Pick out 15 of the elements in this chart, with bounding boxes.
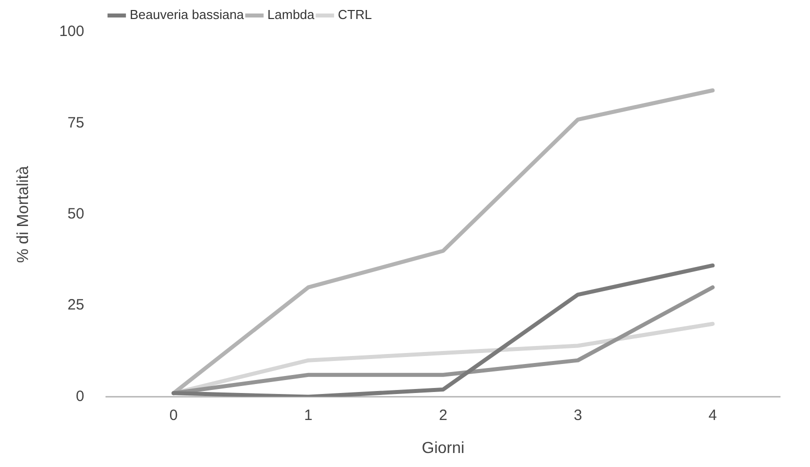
y-tick-label: 0: [76, 388, 84, 405]
legend-label: CTRL: [338, 7, 372, 22]
x-tick-label: 3: [574, 406, 582, 424]
y-axis-title: % di Mortalità: [15, 166, 32, 263]
x-axis-title: Giorni: [422, 440, 464, 457]
x-tick-label: 4: [708, 406, 717, 424]
y-tick-label: 75: [68, 114, 84, 132]
x-tick-label: 0: [169, 406, 178, 424]
y-tick-label: 50: [68, 206, 84, 223]
legend-label: Lambda: [267, 7, 316, 22]
y-tick-label: 25: [68, 296, 84, 314]
x-tick-label: 1: [304, 406, 313, 424]
y-tick-label: 100: [59, 23, 84, 40]
legend-label: Beauveria bassiana: [130, 7, 245, 22]
x-tick-label: 2: [438, 406, 448, 424]
